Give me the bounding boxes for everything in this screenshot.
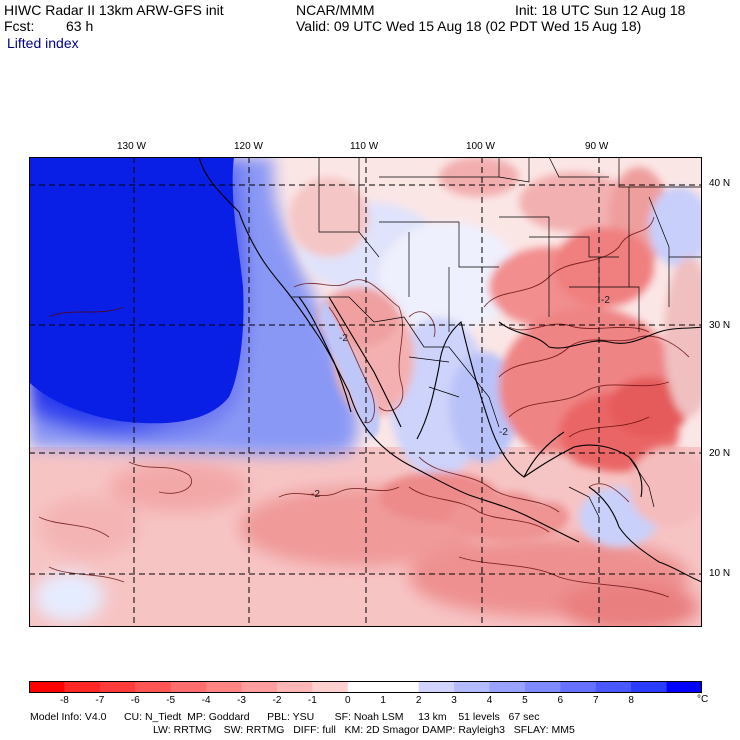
color-swatch: [595, 681, 632, 693]
model-info-line-1: Model Info: V4.0 CU: N_Tiedt MP: Goddard…: [30, 711, 540, 723]
color-scale-tick: -5: [166, 695, 176, 706]
init-time: Init: 18 UTC Sun 12 Aug 18: [515, 2, 686, 18]
color-swatch: [560, 681, 597, 693]
lon-label-90w: 90 W: [585, 141, 609, 152]
color-swatch: [135, 681, 172, 693]
lon-label-130w: 130 W: [117, 141, 146, 152]
color-scale-tick: 8: [628, 695, 634, 706]
color-scale-tick: -1: [307, 695, 317, 706]
contour-label: -2: [311, 489, 320, 500]
pacific-core: [29, 157, 244, 424]
color-scale-frame: [29, 681, 702, 693]
graticule: [29, 157, 702, 627]
color-swatch: [276, 681, 313, 693]
color-scale-tick: 5: [522, 695, 528, 706]
map-frame: [29, 157, 702, 627]
valid-time: Valid: 09 UTC Wed 15 Aug 18 (02 PDT Wed …: [296, 18, 642, 34]
color-swatch: [99, 681, 136, 693]
unit-label: °C: [697, 694, 709, 705]
lon-label-120w: 120 W: [234, 141, 263, 152]
lifted-index-contours: [38, 216, 690, 598]
color-scale-tick: -4: [201, 695, 211, 706]
lat-label-30n: 30 N: [709, 320, 731, 331]
lat-label-10n: 10 N: [709, 568, 731, 579]
model-title: HIWC Radar II 13km ARW-GFS init: [4, 2, 224, 18]
color-scale-tick: 0: [345, 695, 351, 706]
color-scale-tick: -8: [59, 695, 69, 706]
color-swatch: [206, 681, 243, 693]
color-scale-tick: 4: [486, 695, 493, 706]
color-scale-tick: 6: [557, 695, 564, 706]
lat-label-40n: 40 N: [709, 178, 731, 189]
organization-label: NCAR/MMM: [296, 2, 375, 18]
color-swatch: [454, 681, 490, 693]
gulf-of-california: [319, 297, 380, 438]
model-info-line-2: LW: RRTMG SW: RRTMG DIFF: full KM: 2D Sm…: [153, 724, 575, 736]
color-swatch: [489, 681, 526, 693]
color-swatch: [666, 681, 702, 693]
color-scale-bar: [29, 681, 702, 693]
color-scale-tick: 3: [451, 695, 457, 706]
contour-label: -2: [499, 427, 508, 438]
color-scale-tick: 7: [592, 695, 599, 706]
field-name: Lifted index: [7, 35, 79, 51]
contour-label: -2: [601, 295, 610, 306]
color-swatch: [631, 681, 668, 693]
color-swatch: [418, 681, 455, 693]
contour-label: -2: [339, 333, 348, 344]
color-swatch: [383, 681, 420, 693]
lat-label-20n: 20 N: [709, 448, 731, 459]
color-swatch: [29, 681, 65, 693]
political-boundaries: [259, 157, 702, 518]
lon-label-100w: 100 W: [466, 141, 495, 152]
color-swatch: [312, 681, 349, 693]
forecast-hour: 63 h: [66, 18, 94, 34]
color-swatch: [170, 681, 207, 693]
color-scale-tick: -6: [130, 695, 140, 706]
color-scale-tick: 1: [380, 695, 386, 706]
color-swatch: [524, 681, 561, 693]
coastlines: [198, 157, 702, 583]
map-canvas: -2 -2 -2 -2: [29, 157, 702, 627]
color-swatch: [347, 681, 384, 693]
color-scale-tick: 2: [415, 695, 422, 706]
color-scale-tick: -7: [95, 695, 105, 706]
forecast-label: Fcst:: [4, 18, 35, 34]
color-scale-tick: -2: [272, 695, 282, 706]
color-swatch: [64, 681, 101, 693]
lon-label-110w: 110 W: [350, 141, 379, 152]
color-scale-tick: -3: [237, 695, 246, 706]
lifted-index-map: -2 -2 -2 -2: [29, 157, 702, 627]
color-swatch: [241, 681, 278, 693]
